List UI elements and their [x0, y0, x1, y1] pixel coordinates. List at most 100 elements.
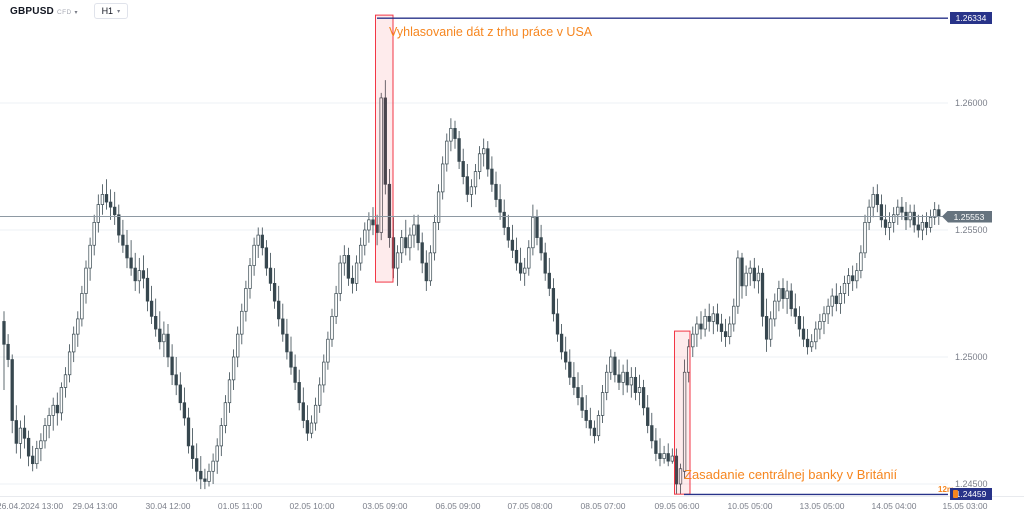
candle-bear: [506, 227, 510, 241]
candle-bull: [859, 252, 863, 271]
time-axis-label: 13.05 05:00: [800, 501, 845, 511]
candle-bear: [494, 183, 498, 200]
candle-bull: [330, 316, 334, 340]
candle-bear: [461, 161, 465, 178]
countdown-label: 12m: [938, 485, 955, 494]
candle-bull: [92, 222, 96, 246]
interval-dropdown[interactable]: H1 ▾: [93, 3, 129, 19]
candle-bear: [617, 374, 621, 383]
candle-bull: [334, 293, 338, 317]
candle-bear: [424, 262, 428, 282]
candle-bull: [223, 402, 228, 426]
candle-bear: [297, 382, 301, 404]
candle-bull: [207, 470, 211, 482]
candle-bull: [219, 425, 223, 447]
candle-bear: [654, 440, 658, 454]
candle-bear: [564, 351, 568, 363]
price-axis-label: 1.25500: [955, 225, 988, 235]
candle-bull: [432, 222, 437, 254]
candle-bull: [892, 214, 896, 223]
annotation-us-labor-event[interactable]: Vyhlasovanie dát z trhu práce v USA: [389, 25, 593, 39]
time-axis-label: 14.05 04:00: [872, 501, 917, 511]
candle-bear: [760, 272, 765, 317]
candle-bull: [621, 371, 625, 383]
candle-bull: [846, 275, 851, 284]
candle-bear: [715, 313, 720, 325]
time-axis-label: 15.05 03:00: [943, 501, 988, 511]
annotation-boe-meeting-event[interactable]: Zasadanie centrálnej banky v Británií: [684, 467, 898, 482]
candle-bear: [781, 288, 785, 299]
candle-bull: [842, 282, 847, 294]
candle-bear: [260, 234, 264, 249]
price-axis-label: 1.25000: [955, 352, 988, 362]
time-axis-label: 07.05 08:00: [508, 501, 553, 511]
candle-bear: [875, 194, 879, 205]
candle-bear: [108, 201, 113, 208]
candle-bear: [584, 409, 588, 421]
candle-bear: [490, 168, 494, 185]
candle-bear: [514, 249, 519, 264]
alert-icon: [953, 490, 958, 499]
candle-bear: [371, 219, 375, 226]
candle-bull: [400, 237, 404, 254]
candle-bull: [51, 404, 55, 416]
candle-bear: [518, 262, 523, 274]
candle-bear: [834, 295, 838, 305]
candle-bear: [301, 402, 305, 421]
candle-bull: [629, 376, 633, 386]
candle-bear: [539, 237, 543, 254]
candle-bear: [121, 234, 125, 246]
candle-bull: [313, 404, 318, 424]
candle-bear: [383, 97, 387, 185]
candle-bear: [293, 366, 297, 383]
candle-bull: [84, 267, 88, 294]
candle-bear: [486, 148, 490, 170]
candle-bull: [76, 318, 80, 335]
price-tag-resistance: 1.26334: [950, 12, 992, 25]
candle-bear: [547, 272, 551, 289]
candle-bear: [10, 359, 14, 421]
candle-bear: [801, 328, 806, 340]
candle-bull: [523, 267, 527, 274]
candle-bull: [732, 305, 736, 325]
interval-value: H1: [101, 6, 114, 16]
candle-bull: [830, 295, 834, 307]
candle-bear: [26, 437, 31, 457]
candle-bull: [678, 468, 683, 485]
symbol-name: GBPUSD: [10, 5, 54, 17]
candle-bear: [613, 356, 617, 376]
candle-bear: [646, 407, 650, 426]
candle-bear: [182, 402, 187, 419]
event-highlight-box[interactable]: [674, 330, 691, 495]
price-tag-last: 1.25553: [942, 210, 992, 223]
candle-bear: [268, 267, 273, 284]
candle-bull: [822, 313, 826, 322]
candle-bull: [773, 300, 777, 320]
candle-bear: [166, 333, 170, 358]
candle-bull: [482, 148, 486, 155]
event-highlight-box[interactable]: [375, 14, 394, 283]
candle-bull: [477, 153, 482, 172]
candle-bull: [609, 356, 613, 373]
candle-bull: [473, 171, 478, 188]
candle-bear: [912, 211, 916, 226]
candle-bull: [449, 128, 453, 142]
candle-bear: [535, 216, 539, 238]
candle-bear: [2, 321, 6, 345]
time-axis-label: 01.05 11:00: [218, 501, 263, 511]
candle-bull: [785, 290, 789, 299]
candle-bull: [867, 206, 871, 223]
symbol-selector[interactable]: GBPUSD CFD ▾: [10, 6, 78, 17]
candle-bull: [445, 140, 449, 165]
candle-bear: [457, 138, 461, 162]
candle-bear: [510, 239, 515, 251]
candle-bear: [104, 194, 109, 203]
candle-bull: [63, 374, 68, 388]
candle-bull: [670, 455, 674, 462]
candle-bear: [6, 343, 10, 360]
candle-bear: [650, 425, 654, 442]
candle-bull: [412, 224, 416, 236]
candle-bull: [818, 321, 822, 330]
candle-bear: [764, 316, 769, 340]
